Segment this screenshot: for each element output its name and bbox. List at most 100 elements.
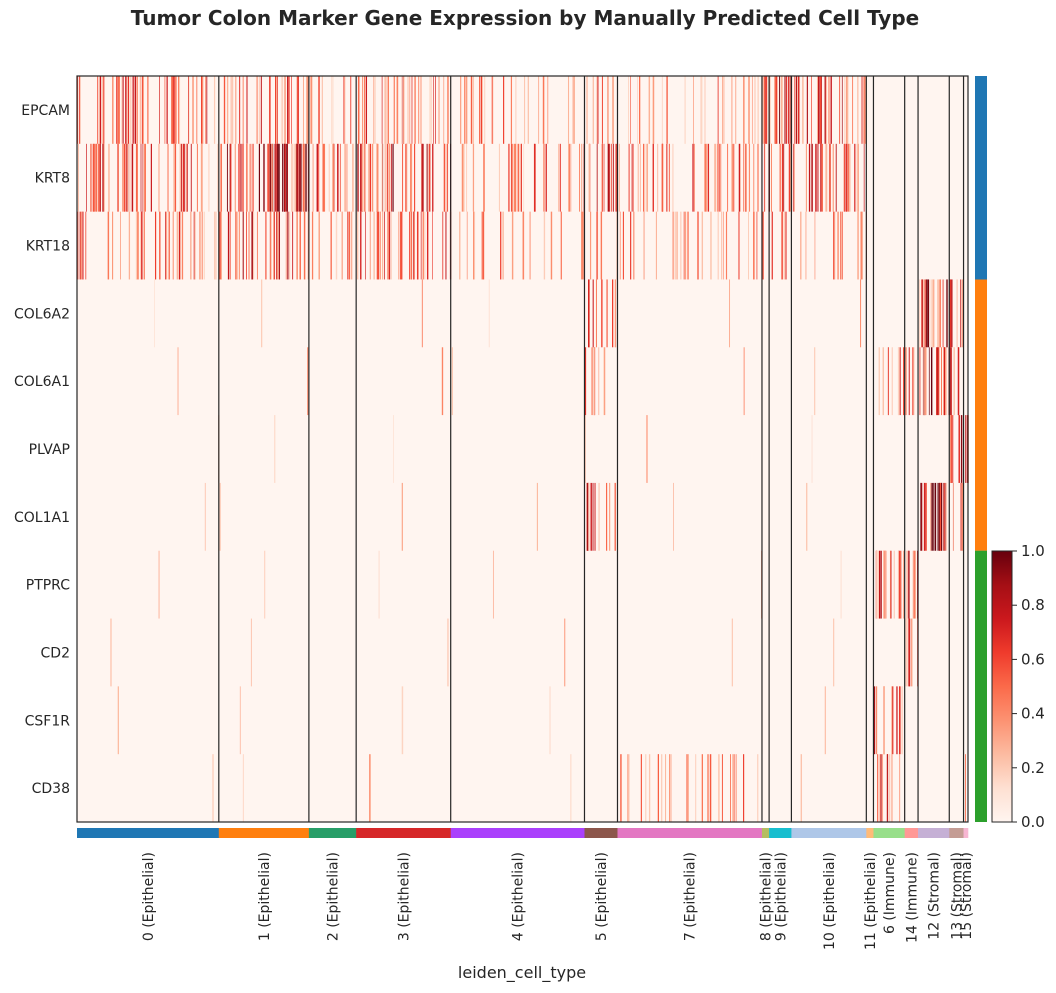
expression-stripe xyxy=(536,482,538,551)
expression-stripe xyxy=(901,686,903,755)
expression-stripe xyxy=(817,143,819,212)
expression-stripe xyxy=(272,143,274,212)
expression-stripe xyxy=(331,76,333,144)
expression-stripe xyxy=(108,143,110,212)
expression-stripe xyxy=(140,211,141,280)
expression-stripe xyxy=(646,415,648,483)
expression-stripe xyxy=(906,618,908,687)
expression-stripe xyxy=(173,143,175,212)
expression-stripe xyxy=(90,143,92,212)
expression-stripe xyxy=(360,143,362,212)
expression-stripe xyxy=(335,211,338,280)
expression-stripe xyxy=(684,76,686,144)
expression-stripe xyxy=(718,143,720,212)
expression-stripe xyxy=(484,76,486,144)
expression-stripe xyxy=(731,618,733,687)
gene-group-bar xyxy=(975,76,987,822)
expression-stripe xyxy=(422,143,424,212)
expression-stripe xyxy=(610,143,612,212)
expression-stripe xyxy=(165,211,168,280)
expression-stripe xyxy=(805,211,807,280)
expression-stripe xyxy=(357,76,360,144)
expression-stripe xyxy=(80,211,82,280)
expression-stripe xyxy=(426,143,428,212)
expression-stripe xyxy=(141,211,143,280)
expression-stripe xyxy=(722,76,724,144)
expression-stripe xyxy=(601,279,603,348)
expression-stripe xyxy=(142,76,144,144)
expression-stripe xyxy=(230,76,232,144)
expression-stripe xyxy=(300,143,302,212)
expression-stripe xyxy=(322,143,324,212)
expression-stripe xyxy=(435,76,436,144)
expression-stripe xyxy=(891,754,893,822)
expression-stripe xyxy=(137,211,139,280)
expression-stripe xyxy=(774,76,776,144)
expression-stripe xyxy=(79,211,81,280)
expression-stripe xyxy=(361,143,363,212)
expression-stripe xyxy=(90,143,92,212)
expression-stripe xyxy=(182,143,185,212)
expression-stripe xyxy=(662,143,664,212)
expression-stripe xyxy=(377,211,380,280)
expression-stripe xyxy=(910,618,913,687)
expression-stripe xyxy=(632,143,634,212)
gene-label: CSF1R xyxy=(25,713,71,729)
expression-stripe xyxy=(77,143,79,212)
heatmap-background xyxy=(77,76,968,822)
expression-stripe xyxy=(376,143,378,212)
gene-label: COL6A1 xyxy=(14,374,70,390)
cell-type-segment xyxy=(77,828,220,838)
expression-stripe xyxy=(899,754,901,822)
expression-stripe xyxy=(652,143,654,212)
expression-stripe xyxy=(374,76,376,144)
expression-stripe xyxy=(795,76,798,144)
expression-stripe xyxy=(381,76,383,144)
expression-stripe xyxy=(856,143,858,212)
expression-stripe xyxy=(543,211,546,280)
cell-type-segment xyxy=(904,828,919,838)
expression-stripe xyxy=(284,76,286,144)
expression-stripe xyxy=(284,143,286,212)
expression-stripe xyxy=(365,211,366,280)
expression-stripe xyxy=(175,143,177,212)
expression-stripe xyxy=(135,143,137,212)
cell-type-segment xyxy=(949,828,964,838)
expression-stripe xyxy=(937,347,939,416)
expression-stripe xyxy=(399,211,401,280)
expression-stripe xyxy=(788,76,790,144)
expression-stripe xyxy=(811,76,812,144)
cell-type-segment xyxy=(769,828,792,838)
expression-stripe xyxy=(311,76,313,144)
expression-stripe xyxy=(913,347,915,416)
expression-stripe xyxy=(276,211,279,280)
expression-stripe xyxy=(316,143,318,212)
expression-stripe xyxy=(820,143,821,212)
cell-type-label: 14 (Immune) xyxy=(904,852,920,943)
expression-stripe xyxy=(637,76,638,144)
expression-stripe xyxy=(273,211,275,280)
expression-stripe xyxy=(933,482,935,551)
expression-stripe xyxy=(581,143,583,212)
expression-stripe xyxy=(887,347,889,416)
expression-stripe xyxy=(79,76,81,144)
expression-stripe xyxy=(933,279,935,348)
expression-stripe xyxy=(201,76,204,144)
expression-stripe xyxy=(830,143,831,212)
expression-stripe xyxy=(590,482,592,551)
expression-stripe xyxy=(927,279,930,348)
expression-stripe xyxy=(819,76,822,144)
expression-stripe xyxy=(893,550,895,619)
expression-stripe xyxy=(877,754,879,822)
expression-stripe xyxy=(631,143,633,212)
expression-stripe xyxy=(381,143,383,212)
expression-stripe xyxy=(609,482,611,551)
expression-stripe xyxy=(264,550,266,619)
expression-stripe xyxy=(339,143,341,212)
expression-stripe xyxy=(159,211,161,280)
expression-stripe xyxy=(219,482,221,551)
expression-stripe xyxy=(200,143,203,212)
expression-stripe xyxy=(420,76,422,144)
expression-stripe xyxy=(252,143,254,212)
expression-stripe xyxy=(500,211,502,280)
